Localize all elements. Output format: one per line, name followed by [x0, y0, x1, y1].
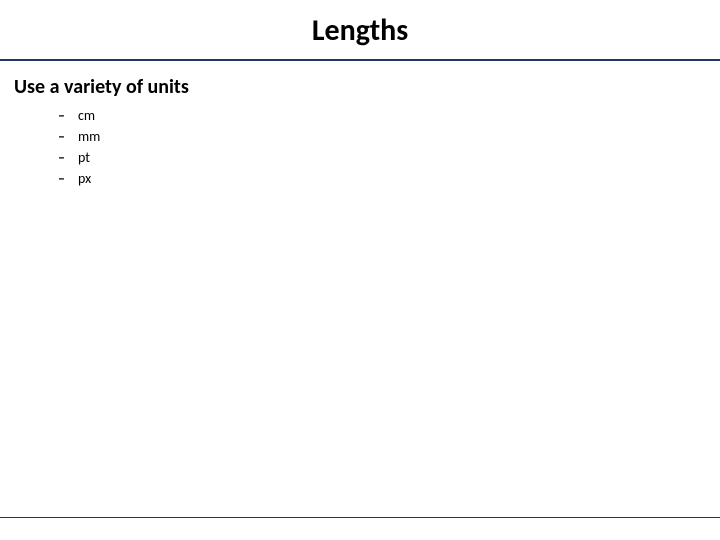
page-title: Lengths	[0, 0, 720, 59]
subtitle: Use a variety of units	[14, 75, 706, 99]
list-item: mm	[58, 126, 706, 147]
slide: Lengths Use a variety of units cm mm pt …	[0, 0, 720, 540]
list-item: px	[58, 168, 706, 189]
unit-list: cm mm pt px	[14, 105, 706, 189]
bottom-divider	[0, 517, 720, 518]
list-item: cm	[58, 105, 706, 126]
list-item: pt	[58, 147, 706, 168]
content-area: Use a variety of units cm mm pt px	[0, 61, 720, 189]
